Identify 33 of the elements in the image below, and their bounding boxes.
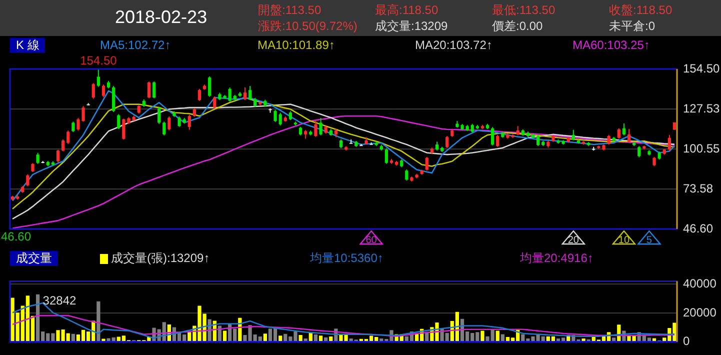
- annotation: 32842: [42, 294, 76, 308]
- text: MA20:103.72↑: [415, 38, 492, 53]
- y-tick-label: 20000: [683, 305, 717, 320]
- legend-label: 成交量(張):13209↑: [111, 251, 210, 266]
- text: 最高:118.50: [375, 2, 438, 19]
- annotation: 154.50: [80, 53, 118, 68]
- text: MA10:101.89↑: [258, 38, 335, 53]
- y-tick-label: 154.50: [683, 61, 720, 76]
- annotation: 46.60: [1, 229, 32, 244]
- y-tick-label: 100.55: [683, 141, 720, 156]
- chart-title: 2018-02-23: [115, 7, 208, 28]
- text: MA60:103.25↑: [572, 38, 650, 53]
- text: 20: [568, 235, 580, 246]
- y-tick-label: 46.60: [683, 221, 714, 236]
- y-tick-label: 40000: [683, 276, 717, 290]
- y-tick-label: 0: [683, 334, 690, 348]
- legend-title: K 線: [10, 38, 46, 53]
- y-tick-label: 73.58: [683, 181, 714, 196]
- text: 價差:0.00: [492, 18, 543, 35]
- text: 漲跌:10.50(9.72%): [258, 18, 358, 35]
- text: 均量10:5360↑: [310, 251, 384, 266]
- text: 未平倉:0: [609, 18, 656, 35]
- text: 收盤:118.50: [609, 2, 672, 19]
- text: 均量20:4916↑: [520, 251, 594, 266]
- text: 60: [366, 235, 378, 246]
- text: 開盤:113.50: [258, 2, 322, 19]
- text: 5: [646, 235, 652, 246]
- text: 最低:113.50: [492, 2, 556, 19]
- legend-title: 成交量: [10, 251, 58, 266]
- text: 10: [618, 235, 630, 246]
- text: 成交量:13209: [375, 18, 448, 35]
- y-tick-label: 127.53: [683, 101, 720, 116]
- text: MA5:102.72↑: [100, 38, 171, 53]
